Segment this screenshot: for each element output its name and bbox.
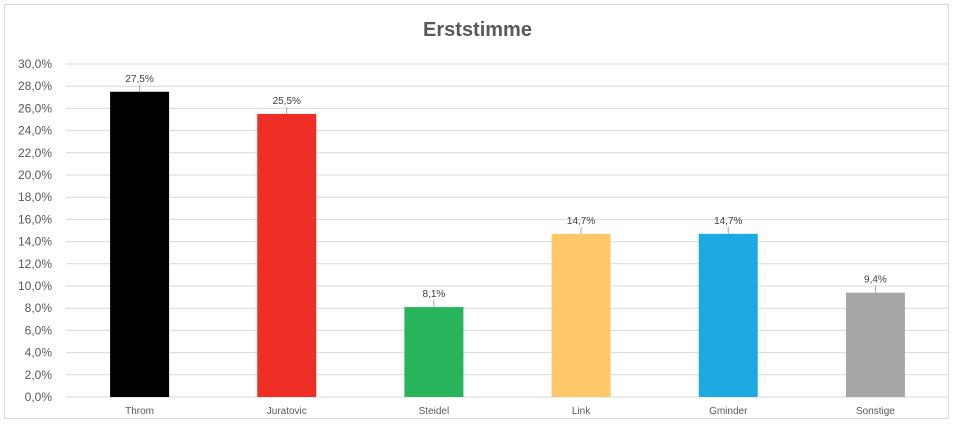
bar: [110, 91, 170, 397]
data-label: 8,1%: [423, 289, 446, 300]
bar: [257, 113, 317, 397]
x-tick-label: Link: [572, 406, 591, 417]
y-tick-label: 4,0%: [25, 346, 53, 360]
x-tick-label: Juratovic: [267, 406, 307, 417]
bar: [698, 233, 758, 397]
data-label: 14,7%: [567, 216, 595, 227]
y-tick-label: 10,0%: [18, 279, 52, 293]
x-tick-label: Steidel: [419, 406, 450, 417]
bar: [404, 307, 464, 397]
data-label: 9,4%: [864, 275, 887, 286]
data-label: 14,7%: [714, 216, 742, 227]
x-tick-label: Throm: [125, 406, 154, 417]
y-tick-label: 26,0%: [18, 101, 52, 115]
y-tick-label: 8,0%: [25, 301, 53, 315]
y-tick-label: 0,0%: [25, 390, 53, 404]
y-tick-label: 24,0%: [18, 124, 52, 138]
x-tick-label: Gminder: [709, 406, 748, 417]
chart-title: Erststimme: [423, 19, 532, 41]
y-tick-label: 28,0%: [18, 79, 52, 93]
x-tick-label: Sonstige: [856, 406, 895, 417]
y-tick-label: 6,0%: [25, 323, 53, 337]
y-tick-label: 2,0%: [25, 368, 53, 382]
bar: [845, 292, 905, 397]
y-tick-label: 22,0%: [18, 146, 52, 160]
bar: [551, 233, 611, 397]
data-label: 25,5%: [273, 96, 301, 107]
data-label: 27,5%: [125, 74, 153, 85]
y-tick-label: 14,0%: [18, 235, 52, 249]
y-tick-label: 16,0%: [18, 212, 52, 226]
y-tick-label: 30,0%: [18, 57, 52, 71]
y-tick-label: 18,0%: [18, 190, 52, 204]
y-tick-label: 12,0%: [18, 257, 52, 271]
y-tick-label: 20,0%: [18, 168, 52, 182]
